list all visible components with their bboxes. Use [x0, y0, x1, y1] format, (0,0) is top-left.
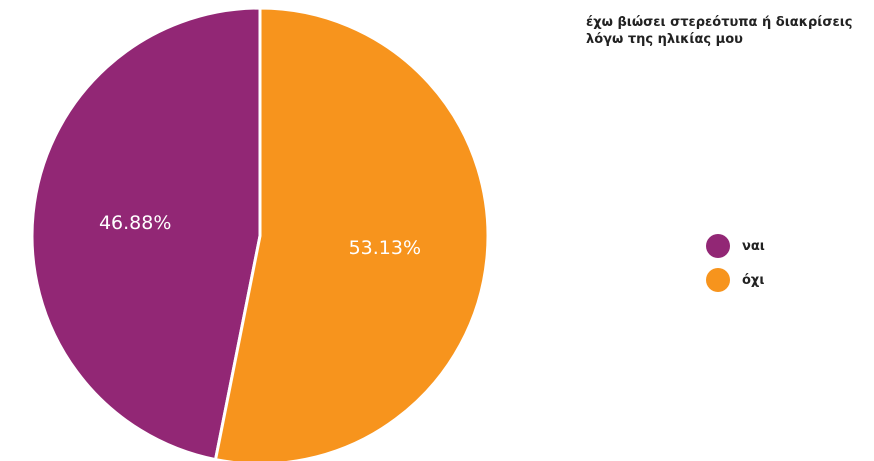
- pie-slice-όχι: [214, 6, 490, 461]
- pie-slice-ναι: [30, 6, 262, 461]
- legend-item-ναι: ναι: [706, 233, 765, 259]
- legend-swatch: [706, 234, 730, 258]
- legend: ναι όχι: [706, 233, 765, 301]
- legend-label: όχι: [742, 272, 765, 288]
- legend-label: ναι: [742, 238, 765, 254]
- chart-title: έχω βιώσει στερεότυπα ή διακρίσεις λόγω …: [586, 15, 853, 47]
- legend-swatch: [706, 268, 730, 292]
- legend-item-όχι: όχι: [706, 267, 765, 293]
- slice-label-ναι: 46.88%: [99, 212, 171, 234]
- slice-label-όχι: 53.13%: [349, 237, 421, 259]
